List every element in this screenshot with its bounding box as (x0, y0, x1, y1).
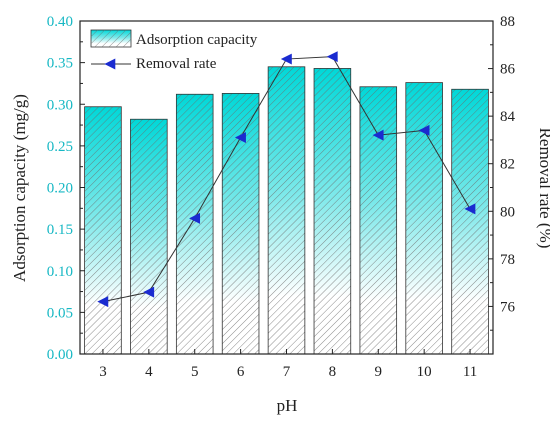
left-tick-label: 0.20 (47, 181, 73, 197)
right-tick-label: 86 (500, 62, 516, 78)
left-tick-label: 0.25 (47, 139, 73, 155)
bar-hatch (221, 93, 260, 355)
left-tick-label: 0.00 (47, 347, 73, 363)
right-tick-label: 84 (500, 109, 516, 125)
y-axis-right-title: Removal rate (%) (536, 128, 550, 249)
data-point (418, 124, 430, 136)
x-tick-label: 10 (417, 364, 432, 380)
bar-hatch (130, 118, 168, 355)
bar-series (84, 66, 489, 355)
data-point (143, 286, 155, 298)
right-tick-label: 82 (500, 157, 515, 173)
data-point (326, 51, 338, 63)
bar-hatch (405, 82, 443, 355)
legend: Adsorption capacity Removal rate (90, 29, 258, 72)
x-tick-label: 7 (283, 364, 291, 380)
x-tick-label: 6 (237, 364, 245, 380)
x-tick-label: 3 (99, 364, 107, 380)
bar-hatch (267, 66, 306, 355)
x-axis: 3 4 5 6 7 8 9 10 11 (99, 349, 477, 380)
data-point (97, 296, 109, 308)
bar-hatch (175, 93, 214, 355)
data-point (280, 53, 292, 65)
left-tick-label: 0.40 (47, 14, 73, 30)
legend-label-adsorption: Adsorption capacity (136, 32, 258, 48)
line-series (97, 51, 476, 308)
x-axis-title: pH (277, 396, 298, 415)
legend-label-removal: Removal rate (136, 56, 217, 72)
x-tick-label: 8 (329, 364, 337, 380)
left-tick-label: 0.15 (47, 222, 73, 238)
left-axis: 0.00 0.05 0.10 0.15 0.20 0.25 0.30 0.35 0.40 (47, 14, 85, 363)
right-axis: 76 78 80 82 84 86 88 (488, 14, 516, 331)
right-tick-label: 76 (500, 299, 516, 315)
left-tick-label: 0.30 (47, 97, 73, 113)
left-tick-label: 0.35 (47, 56, 73, 72)
right-tick-label: 78 (500, 252, 515, 268)
data-point (189, 212, 201, 224)
y-axis-left-title: Adsorption capacity (mg/g) (10, 94, 29, 282)
x-tick-label: 4 (145, 364, 153, 380)
bar-hatch (84, 106, 122, 355)
x-tick-label: 11 (463, 364, 477, 380)
right-tick-label: 80 (500, 204, 515, 220)
x-tick-label: 5 (191, 364, 199, 380)
data-point (234, 132, 246, 144)
bar-hatch (359, 86, 398, 355)
bar-hatch (451, 88, 489, 355)
x-tick-label: 9 (375, 364, 383, 380)
left-tick-label: 0.05 (47, 305, 73, 321)
right-tick-label: 88 (500, 14, 515, 30)
bar-hatch (313, 68, 352, 355)
legend-line-marker (104, 58, 116, 70)
legend-bar-swatch-hatch (91, 30, 131, 47)
left-tick-label: 0.10 (47, 264, 73, 280)
data-point (464, 203, 476, 215)
data-point (372, 129, 384, 141)
